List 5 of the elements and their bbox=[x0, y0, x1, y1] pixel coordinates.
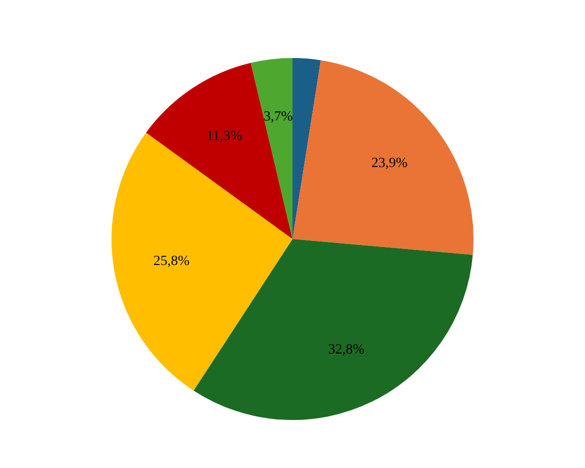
data-label: 3,7% bbox=[264, 109, 294, 124]
data-label: 11,3% bbox=[206, 129, 242, 144]
data-label: 32,8% bbox=[328, 342, 365, 358]
data-label: 23,9% bbox=[371, 156, 408, 171]
data-label: 25,8% bbox=[153, 254, 190, 269]
